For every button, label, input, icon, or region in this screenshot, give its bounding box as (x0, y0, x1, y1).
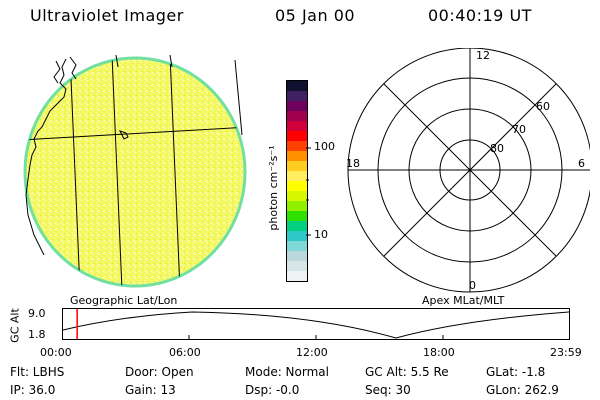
time-tick-2359: 23:59 (550, 346, 582, 359)
time-tick-0600: 06:00 (169, 346, 201, 359)
colorbar-swatch (287, 241, 307, 251)
colorbar-swatch (287, 211, 307, 221)
left-panel-caption: Geographic Lat/Lon (70, 294, 178, 307)
polar-plot: 12 0 18 6 60 70 80 (346, 48, 590, 293)
time-tick-0000: 00:00 (40, 346, 72, 359)
colorbar-swatch (287, 271, 307, 281)
time-label: 00:40:19 UT (428, 6, 532, 25)
colorbar-swatch (287, 111, 307, 121)
time-tick-1800: 18:00 (423, 346, 455, 359)
colorbar-swatch (287, 151, 307, 161)
colorbar-ticks (306, 147, 311, 236)
colorbar-tick-100: 100 (314, 140, 335, 153)
colorbar-swatch (287, 171, 307, 181)
colorbar-swatch (287, 191, 307, 201)
door-readout: Door: Open (125, 365, 194, 379)
earth-disk (23, 56, 247, 288)
graticule (25, 58, 245, 286)
mode-readout: Mode: Normal (245, 365, 329, 379)
dsp-readout: Dsp: -0.0 (245, 383, 300, 397)
mlt-label-12: 12 (476, 49, 490, 62)
colorbar-swatch (287, 181, 307, 191)
mlat-label-70: 70 (512, 123, 526, 136)
timeline-ylabel: GC Alt (8, 308, 22, 343)
mlat-label-80: 80 (490, 142, 504, 155)
mlt-label-18: 18 (346, 157, 360, 170)
mlat-label-60: 60 (536, 100, 550, 113)
coastline (25, 58, 67, 256)
colorbar-swatch (287, 121, 307, 131)
glat-readout: GLat: -1.8 (486, 365, 546, 379)
gain-readout: Gain: 13 (125, 383, 176, 397)
glon-readout: GLon: 262.9 (486, 383, 559, 397)
colorbar-label: photon cm⁻²s⁻¹ (267, 145, 280, 231)
timeline-plot (62, 308, 570, 340)
filter-readout: Flt: LBHS (10, 365, 65, 379)
colorbar (286, 80, 308, 282)
time-tick-1200: 12:00 (296, 346, 328, 359)
mlt-label-0: 0 (469, 279, 476, 292)
colorbar-swatch (287, 101, 307, 111)
colorbar-swatch (287, 161, 307, 171)
colorbar-tick-10: 10 (314, 228, 328, 241)
mlt-label-6: 6 (578, 157, 585, 170)
date-label: 05 Jan 00 (275, 6, 356, 25)
gc-altitude-curve (62, 311, 570, 339)
polar-caption: Apex MLat/MLT (422, 294, 505, 307)
colorbar-swatch (287, 81, 307, 91)
seq-readout: Seq: 30 (365, 383, 411, 397)
ip-readout: IP: 36.0 (10, 383, 56, 397)
uv-image-panel (23, 55, 247, 288)
instrument-title: Ultraviolet Imager (30, 6, 184, 25)
colorbar-swatch (287, 201, 307, 211)
colorbar-swatch (287, 261, 307, 271)
colorbar-swatch (287, 141, 307, 151)
colorbar-swatch (287, 251, 307, 261)
colorbar-swatch (287, 131, 307, 141)
gc-alt-readout: GC Alt: 5.5 Re (365, 365, 449, 379)
colorbar-swatch (287, 91, 307, 101)
timeline-y-high: 9.0 (28, 307, 46, 320)
colorbar-swatch (287, 221, 307, 231)
colorbar-swatch (287, 231, 307, 241)
timeline-y-low: 1.8 (28, 328, 46, 341)
